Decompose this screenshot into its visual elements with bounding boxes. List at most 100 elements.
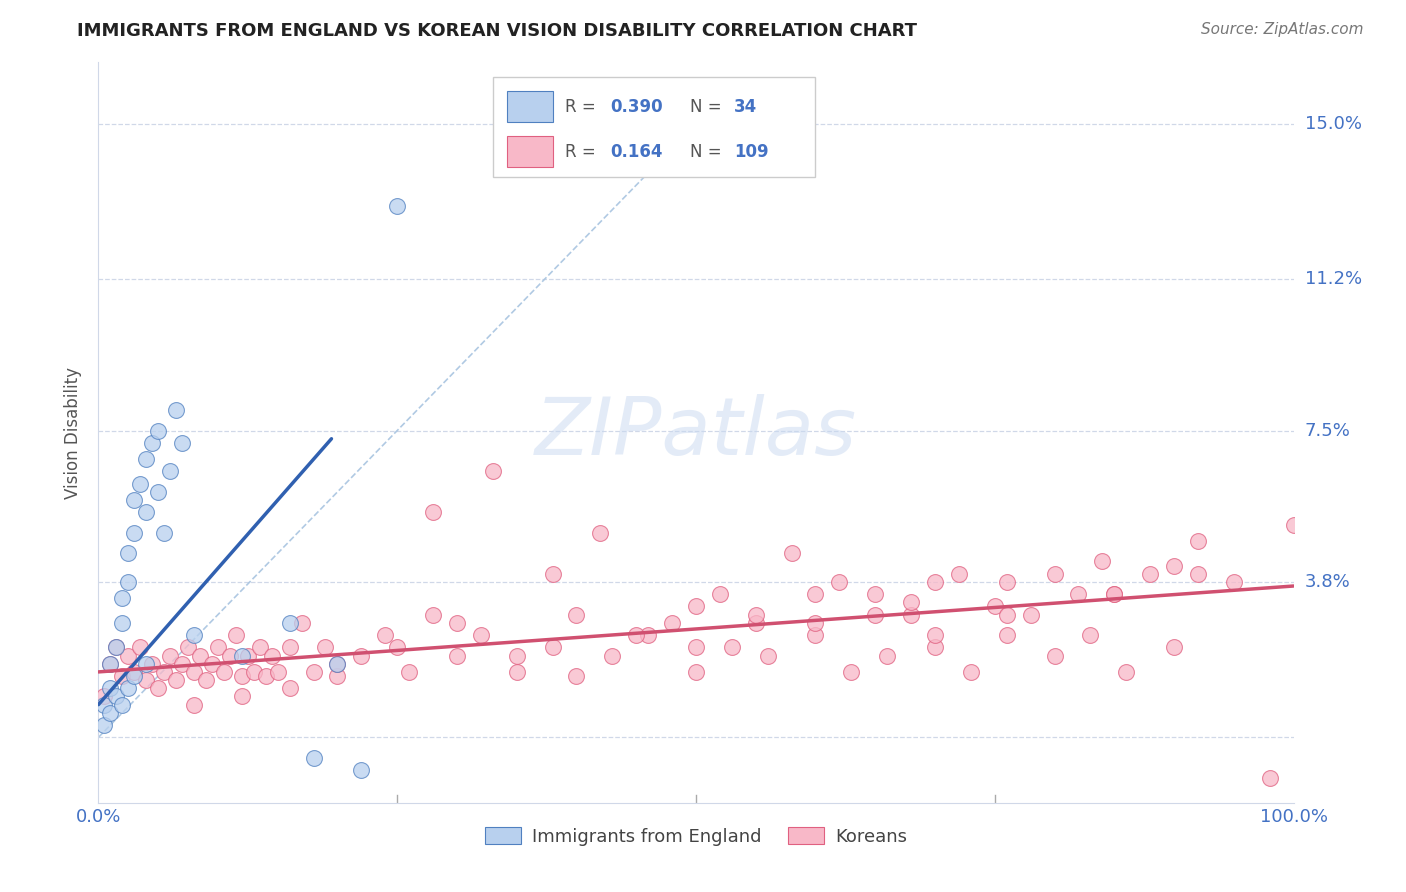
Point — [804, 587, 827, 601]
Point — [117, 648, 139, 663]
Point — [105, 640, 128, 655]
Point — [1104, 587, 1126, 601]
Text: 0.390: 0.390 — [610, 98, 662, 116]
Point — [135, 452, 157, 467]
Point — [278, 615, 301, 630]
Point — [745, 607, 768, 622]
Point — [231, 669, 253, 683]
Point — [98, 657, 122, 671]
Point — [422, 607, 444, 622]
Point — [865, 587, 887, 601]
Point — [135, 673, 157, 687]
Point — [141, 435, 163, 450]
Point — [804, 628, 827, 642]
Point — [626, 628, 648, 642]
Point — [249, 640, 271, 655]
Point — [188, 648, 211, 663]
Text: 0.164: 0.164 — [610, 143, 662, 161]
Bar — [508, 136, 553, 167]
Point — [721, 640, 744, 655]
Point — [291, 615, 314, 630]
Point — [231, 690, 253, 704]
Point — [1080, 628, 1102, 642]
Point — [481, 465, 505, 479]
Point — [105, 640, 128, 655]
Text: 11.2%: 11.2% — [1305, 270, 1362, 288]
Point — [159, 465, 181, 479]
Point — [326, 657, 349, 671]
Point — [685, 640, 707, 655]
Point — [183, 628, 205, 642]
Point — [148, 424, 170, 438]
Point — [153, 525, 176, 540]
Point — [828, 574, 851, 589]
Point — [924, 640, 946, 655]
Point — [326, 657, 349, 671]
Text: N =: N = — [690, 98, 727, 116]
Point — [948, 566, 970, 581]
Point — [446, 648, 468, 663]
Point — [1091, 554, 1114, 568]
Point — [236, 648, 259, 663]
Point — [212, 665, 235, 679]
Point — [374, 628, 396, 642]
Point — [98, 681, 122, 696]
Point — [117, 574, 139, 589]
Point — [470, 628, 492, 642]
Point — [1043, 648, 1066, 663]
Point — [1019, 607, 1042, 622]
Text: Source: ZipAtlas.com: Source: ZipAtlas.com — [1201, 22, 1364, 37]
Point — [278, 681, 301, 696]
Point — [1187, 534, 1209, 549]
Point — [1282, 517, 1305, 532]
Point — [565, 669, 588, 683]
Point — [756, 648, 779, 663]
Point — [243, 665, 266, 679]
Point — [1067, 587, 1090, 601]
Point — [350, 648, 373, 663]
Text: 109: 109 — [734, 143, 769, 161]
Point — [506, 665, 529, 679]
Point — [124, 665, 146, 679]
Point — [93, 718, 115, 732]
Text: IMMIGRANTS FROM ENGLAND VS KOREAN VISION DISABILITY CORRELATION CHART: IMMIGRANTS FROM ENGLAND VS KOREAN VISION… — [77, 22, 917, 40]
Point — [804, 615, 827, 630]
Y-axis label: Vision Disability: Vision Disability — [65, 367, 83, 499]
Point — [177, 640, 200, 655]
Point — [141, 657, 163, 671]
Point — [111, 669, 134, 683]
Point — [148, 484, 170, 499]
Point — [302, 665, 325, 679]
Point — [183, 665, 205, 679]
Point — [422, 505, 444, 519]
Point — [201, 657, 224, 671]
Point — [1043, 566, 1066, 581]
Point — [685, 599, 707, 614]
Point — [900, 607, 922, 622]
Point — [589, 525, 612, 540]
Point — [124, 493, 146, 508]
Point — [1115, 665, 1137, 679]
Point — [172, 657, 194, 671]
Point — [924, 628, 946, 642]
Point — [709, 587, 731, 601]
Point — [98, 657, 122, 671]
Point — [195, 673, 218, 687]
Point — [602, 648, 624, 663]
Point — [267, 665, 290, 679]
Point — [541, 640, 564, 655]
Text: ZIPatlas: ZIPatlas — [534, 393, 858, 472]
Point — [780, 546, 803, 560]
Point — [231, 648, 253, 663]
Point — [900, 595, 922, 609]
Point — [385, 198, 409, 212]
Point — [995, 574, 1018, 589]
Point — [326, 669, 349, 683]
Point — [960, 665, 983, 679]
Text: 34: 34 — [734, 98, 758, 116]
Point — [385, 640, 409, 655]
Point — [117, 546, 139, 560]
Legend: Immigrants from England, Koreans: Immigrants from England, Koreans — [478, 820, 914, 853]
Point — [446, 615, 468, 630]
Point — [745, 615, 768, 630]
